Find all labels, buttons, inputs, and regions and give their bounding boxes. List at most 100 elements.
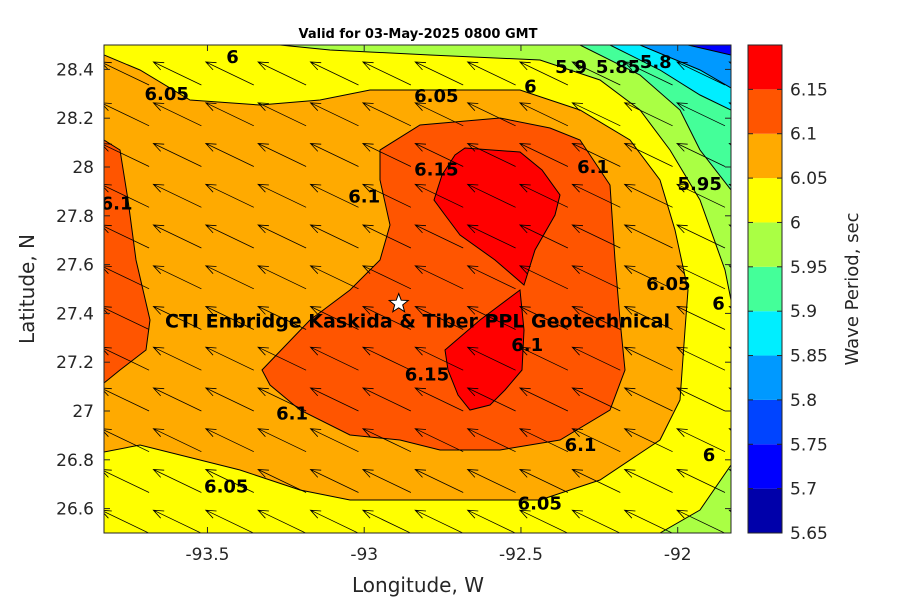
wave-direction-arrow: [206, 21, 254, 44]
wave-direction-arrow: [361, 346, 412, 371]
contour-label: 6: [712, 294, 725, 315]
wave-direction-arrow: [676, 265, 726, 290]
wave-direction-arrow: [257, 469, 307, 493]
contour-label: 6: [524, 76, 537, 97]
site-annotation: CTI Enbridge Kaskida & Tiber PPL Geotech…: [165, 311, 670, 333]
colorbar-segment: [748, 355, 782, 400]
wave-direction-arrow: [414, 428, 464, 453]
wave-direction-arrow: [414, 183, 464, 208]
wave-direction-arrow: [204, 306, 254, 330]
wave-direction-arrow: [623, 143, 673, 167]
axis-ticks: -93.5 -93 -92.5 -92 26.6 26.8 27 27.2 27.4 27.6 27…: [56, 45, 731, 565]
colorbar-tick-label: 6.1: [790, 125, 817, 145]
wave-direction-arrow: [309, 265, 359, 290]
y-tick-label: 27.8: [56, 207, 94, 227]
wave-direction-arrow: [677, 21, 725, 44]
contour-line-5.95: [579, 45, 731, 191]
wave-direction-arrow: [466, 224, 516, 249]
wave-direction-arrow: [728, 469, 731, 472]
wave-direction-arrow: [518, 224, 569, 249]
colorbar-frame: [747, 44, 783, 534]
wave-direction-arrow: [728, 428, 731, 432]
wave-direction-arrow: [623, 61, 673, 86]
wave-direction-arrow: [414, 469, 464, 493]
wave-direction-arrow: [309, 183, 359, 208]
y-tick-label: 27.6: [56, 256, 94, 276]
wave-direction-arrow: [728, 102, 731, 106]
wave-direction-arrow: [361, 428, 412, 453]
contour-labels: 6 6.05 6.05 6 5.9 5.85 5.8 6.1 6.1 6.15 6.1 5.95 6.0…: [104, 47, 725, 515]
contour-label: 6: [226, 47, 239, 68]
y-axis-title: Latitude, N: [15, 234, 39, 344]
contour-line-6.15-north: [433, 147, 561, 286]
wave-direction-arrow: [466, 509, 516, 533]
wave-direction-arrow: [518, 469, 569, 493]
wave-direction-arrow: [728, 387, 731, 391]
wave-direction-arrow: [728, 61, 731, 65]
wave-direction-arrow: [152, 265, 202, 290]
wave-direction-arrow: [728, 509, 731, 513]
wave-direction-arrow: [104, 102, 150, 127]
wave-direction-arrow: [309, 61, 359, 86]
contour-label: 6.1: [577, 157, 609, 178]
contour-line-6-south: [659, 464, 731, 533]
wave-direction-arrow: [571, 306, 621, 330]
wave-direction-arrow: [676, 428, 726, 453]
x-tick-label: -93.5: [185, 545, 229, 565]
wave-direction-arrow: [204, 428, 254, 453]
contour-label: 6.1: [511, 335, 543, 356]
wave-direction-arrow: [414, 346, 464, 371]
wave-direction-arrow: [104, 347, 150, 371]
wave-direction-arrow: [676, 387, 726, 412]
wave-direction-arrow: [152, 387, 202, 412]
colorbar-tick-label: 6: [790, 213, 801, 233]
contour-label: 6.05: [204, 477, 248, 498]
wave-direction-arrow: [361, 224, 412, 249]
wave-direction-arrow: [728, 306, 731, 309]
wave-direction-arrow: [518, 306, 569, 330]
wave-direction-arrow: [466, 61, 516, 86]
wave-direction-arrow: [104, 61, 150, 86]
contour-line-6.15-south: [444, 289, 525, 411]
wave-direction-arrow: [152, 509, 202, 533]
wave-direction-arrow: [728, 143, 731, 146]
wave-direction-arrow: [623, 509, 673, 533]
wave-direction-arrow: [728, 224, 731, 228]
wave-direction-arrow: [257, 61, 307, 86]
wave-direction-arrow: [204, 102, 254, 127]
wave-direction-arrow: [728, 346, 731, 350]
wave-direction-arrow: [257, 428, 307, 453]
wave-direction-arrow: [104, 143, 150, 167]
contour-label: 6.15: [405, 364, 449, 385]
wave-direction-arrow: [676, 469, 726, 493]
wave-direction-arrow: [204, 469, 254, 493]
wave-direction-arrow: [414, 509, 464, 533]
contour-label: 5.9: [555, 57, 587, 78]
wave-direction-arrow: [257, 224, 307, 249]
contour-line-6.1-central: [261, 117, 626, 451]
wave-direction-arrow: [257, 183, 307, 208]
wave-direction-arrow: [152, 143, 202, 167]
site-star-icon: [387, 292, 410, 313]
wave-direction-arrow: [152, 306, 202, 330]
y-tick-label: 27.2: [56, 353, 94, 373]
wave-direction-arrow: [104, 510, 150, 533]
colorbar-title: Wave Period, sec: [842, 212, 863, 365]
chart-title: Valid for 03-May-2025 0800 GMT: [299, 27, 538, 42]
wave-direction-arrow: [571, 265, 621, 290]
wave-direction-arrow: [414, 306, 464, 330]
wave-direction-arrow: [518, 509, 569, 533]
wave-direction-arrow: [466, 102, 516, 127]
y-tick-label: 26.8: [56, 451, 94, 471]
contour-line-5.9: [609, 45, 731, 111]
contour-lines: [104, 45, 731, 533]
wave-direction-arrow: [466, 306, 516, 330]
wave-direction-arrow: [204, 265, 254, 290]
wave-direction-arrow: [361, 387, 412, 412]
wave-direction-arrow: [361, 306, 412, 330]
y-tick-label: 28.2: [56, 109, 94, 129]
wave-direction-arrow: [309, 346, 359, 371]
colorbar-tick-label: 5.8: [790, 391, 817, 411]
wave-direction-arrow: [466, 265, 516, 290]
